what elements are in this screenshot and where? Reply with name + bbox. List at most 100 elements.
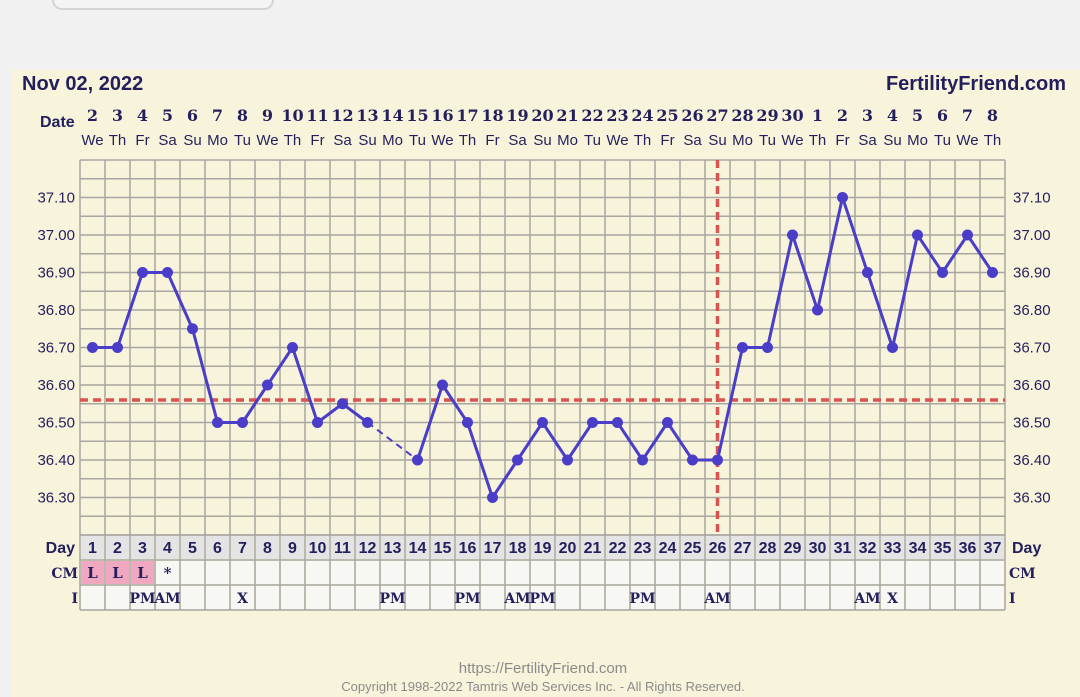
cm-entry: L <box>87 564 98 582</box>
weekday-label: Fr <box>660 132 674 149</box>
temperature-point <box>787 229 798 241</box>
weekday-label: Th <box>109 132 127 149</box>
date-number: 21 <box>556 106 578 125</box>
temperature-point <box>912 229 923 241</box>
date-number: 6 <box>187 106 198 125</box>
day-cell <box>331 536 354 559</box>
temperature-point <box>412 454 423 466</box>
weekday-label: Su <box>183 132 201 149</box>
cycle-day-number: 6 <box>213 540 222 557</box>
cm-cell <box>856 561 879 584</box>
weekday-label: Tu <box>934 132 951 149</box>
temperature-point <box>287 342 298 353</box>
weekday-label: Sa <box>683 132 702 149</box>
date-number: 15 <box>406 106 428 125</box>
cycle-day-number: 25 <box>684 540 702 557</box>
weekday-label: Fr <box>310 132 324 149</box>
cycle-day-number: 12 <box>359 540 377 557</box>
intercourse-cell <box>831 586 854 609</box>
day-cell <box>206 536 229 559</box>
weekday-label: Mo <box>557 132 578 149</box>
intercourse-cell <box>231 586 254 609</box>
day-cell <box>656 536 679 559</box>
intercourse-cell <box>106 586 129 609</box>
temperature-point <box>737 342 748 353</box>
footer-url[interactable]: https://FertilityFriend.com <box>459 660 627 677</box>
y-tick-label-right: 36.70 <box>1013 340 1051 357</box>
temperature-point <box>437 379 448 391</box>
cycle-day-number: 19 <box>534 540 552 557</box>
cycle-day-number: 34 <box>909 540 927 557</box>
day-cell <box>131 536 154 559</box>
intercourse-cell <box>706 586 729 609</box>
cycle-day-number: 4 <box>163 540 172 557</box>
date-number: 17 <box>456 106 478 125</box>
intercourse-cell <box>881 586 904 609</box>
y-tick-label-left: 36.90 <box>37 265 75 282</box>
weekday-label: Th <box>284 132 302 149</box>
day-cell <box>181 536 204 559</box>
y-tick-label-right: 36.80 <box>1013 302 1051 319</box>
intercourse-row-label-right: I <box>1009 591 1016 607</box>
temperature-segment <box>791 234 819 311</box>
temperature-segment <box>866 272 894 348</box>
intercourse-cell <box>856 586 879 609</box>
day-cell <box>556 536 579 559</box>
temperature-point <box>187 323 198 335</box>
temperature-point <box>262 379 273 391</box>
intercourse-row-label: I <box>71 591 78 607</box>
cycle-day-number: 15 <box>434 540 452 557</box>
temperature-point <box>962 229 973 241</box>
intercourse-cell <box>556 586 579 609</box>
day-cell <box>731 536 754 559</box>
brand-link[interactable]: FertilityFriend.com <box>886 73 1066 95</box>
intercourse-cell <box>906 586 929 609</box>
temperature-point <box>487 492 498 503</box>
date-number: 9 <box>262 106 273 125</box>
intercourse-cell <box>731 586 754 609</box>
cm-cell <box>606 561 629 584</box>
intercourse-cell <box>256 586 279 609</box>
cycle-day-number: 23 <box>634 540 652 557</box>
cycle-day-number: 11 <box>334 540 351 557</box>
intercourse-cell <box>81 586 104 609</box>
weekday-label: Mo <box>907 132 928 149</box>
weekday-label: We <box>956 132 978 149</box>
day-cell <box>256 536 279 559</box>
intercourse-cell <box>281 586 304 609</box>
day-cell <box>606 536 629 559</box>
cycle-day-number: 9 <box>288 540 297 557</box>
temperature-point <box>337 398 348 410</box>
temperature-point <box>862 267 873 278</box>
day-cell <box>906 536 929 559</box>
day-cell <box>231 536 254 559</box>
weekday-label: Th <box>459 132 477 149</box>
y-tick-label-left: 36.80 <box>37 302 75 319</box>
temperature-point <box>537 417 548 428</box>
cm-cell <box>231 561 254 584</box>
cm-row-label: CM <box>51 566 78 582</box>
intercourse-cell <box>306 586 329 609</box>
cm-cell <box>281 561 304 584</box>
temperature-segment <box>241 384 269 424</box>
intercourse-entry: PM <box>379 591 405 607</box>
temperature-point <box>887 342 898 353</box>
intercourse-cell <box>406 586 429 609</box>
y-tick-label-left: 36.70 <box>37 340 75 357</box>
temperature-point <box>462 417 473 428</box>
cm-cell <box>356 561 379 584</box>
day-cell <box>831 536 854 559</box>
date-number: 5 <box>162 106 173 125</box>
day-cell <box>156 536 179 559</box>
cycle-day-number: 18 <box>509 540 527 557</box>
y-tick-label-right: 36.30 <box>1013 490 1051 507</box>
day-cell <box>431 536 454 559</box>
temperature-point <box>87 342 98 353</box>
cycle-day-number: 26 <box>709 540 727 557</box>
weekday-label: Th <box>634 132 652 149</box>
day-cell <box>356 536 379 559</box>
temperature-segment <box>966 234 994 274</box>
cm-cell <box>531 561 554 584</box>
day-cell <box>781 536 804 559</box>
